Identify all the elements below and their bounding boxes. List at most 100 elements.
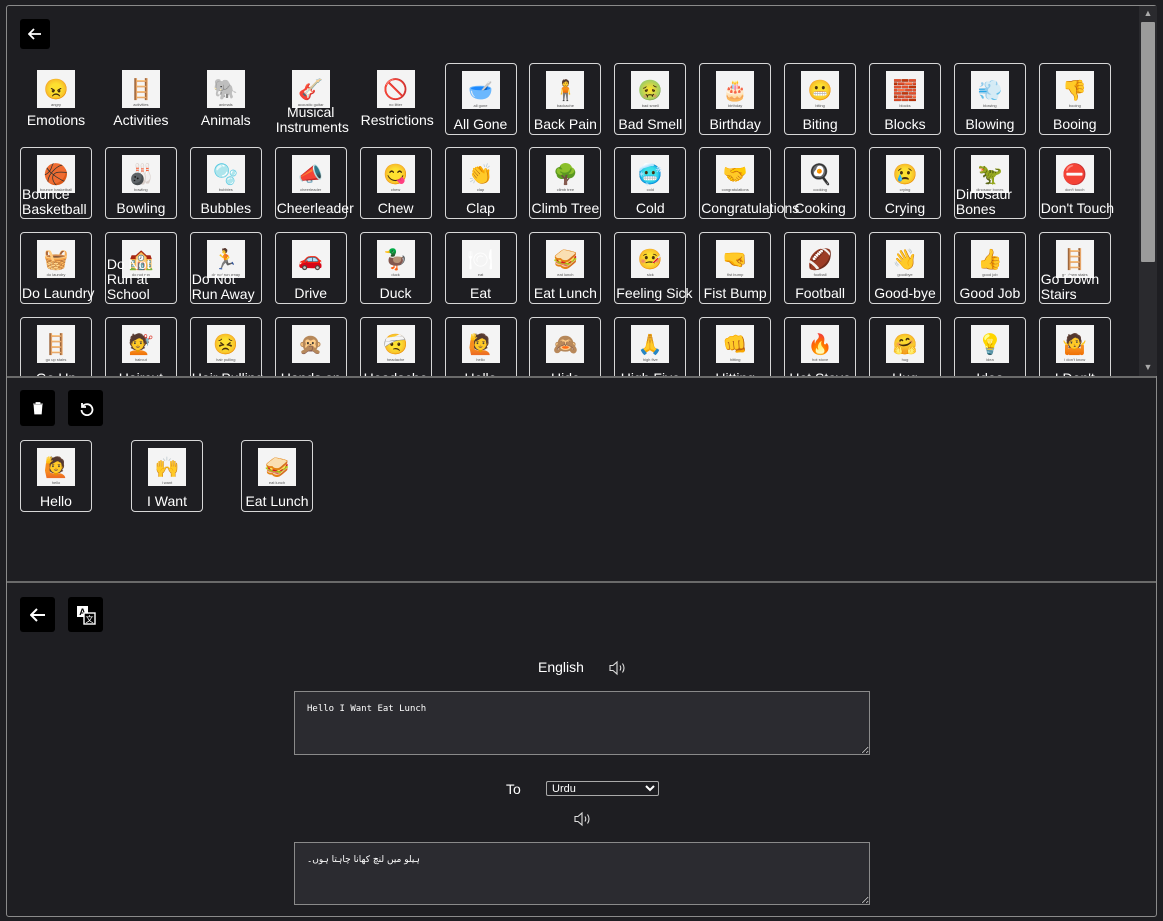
symbol-tile[interactable]: 👏 clap Clap — [444, 147, 517, 219]
symbol-icon: 🎸 — [298, 78, 324, 101]
symbol-tile[interactable]: 💨 blowing Blowing — [953, 63, 1026, 135]
target-text-area[interactable]: ہیلو میں لنچ کھانا چاہتا ہوں۔ — [294, 842, 870, 905]
symbol-tile[interactable]: 🤗hug Hug — [869, 317, 941, 376]
sentence-tile[interactable]: 🥪 eat lunch Eat Lunch — [241, 440, 313, 512]
scroll-thumb[interactable] — [1141, 22, 1155, 262]
symbol-tile[interactable]: 🧺 do laundry Do Laundry — [20, 232, 94, 304]
symbol-tile[interactable]: 🙈 Hide — [529, 317, 602, 376]
symbol-tile[interactable]: 🔥hot stove Hot Stove — [784, 317, 857, 376]
symbol-icon: 🚫 — [383, 78, 409, 101]
symbol-tile[interactable]: 📣 cheerleader Cheerleader — [274, 147, 354, 219]
symbol-tile[interactable]: 🚗 Drive — [274, 232, 347, 304]
symbol-caption: duck — [391, 272, 400, 277]
scroll-down-icon[interactable]: ▼ — [1143, 362, 1153, 372]
symbol-image: 🏫 do not run — [121, 240, 160, 278]
sentence-tile[interactable]: 🙌 i want I Want — [131, 440, 203, 512]
symbol-tile[interactable]: 👍 good job Good Job — [953, 232, 1026, 304]
symbol-icon: 🤷 — [1062, 333, 1088, 356]
symbol-tile[interactable]: 🎳 bowling Bowling — [104, 147, 177, 219]
symbol-tile[interactable]: 🪜 go down stairs Go Down Stairs — [1038, 232, 1111, 304]
symbol-tile[interactable]: 💇haircut Haircut — [104, 317, 177, 376]
symbol-caption: bubbles — [218, 187, 233, 192]
symbol-tile[interactable]: 🤢 bad smell Bad Smell — [614, 63, 687, 135]
symbol-icon: 🤕 — [383, 333, 409, 356]
category-tile[interactable]: 🪜 activities Activities — [105, 63, 177, 135]
symbol-image: 🙋 hello — [37, 448, 75, 486]
symbol-tile[interactable]: 😢 crying Crying — [869, 147, 941, 219]
symbol-icon: 🧍 — [552, 79, 578, 102]
symbol-tile[interactable]: 🎂 birthday Birthday — [699, 63, 772, 135]
symbol-caption: bad smell — [641, 103, 659, 108]
symbol-tile[interactable]: 🙋hello Hello — [444, 317, 517, 377]
arrow-left-icon — [29, 607, 45, 622]
symbol-icon: 🚗 — [298, 248, 324, 271]
symbol-tile[interactable]: ⛔ don't touch Don't Touch — [1038, 147, 1114, 219]
symbol-caption: high five — [642, 357, 658, 362]
tile-label: Congratulations — [701, 200, 800, 216]
symbol-tile[interactable]: 🦖 dinosaur bones Dinosaur Bones — [953, 147, 1026, 219]
source-text-area[interactable]: Hello I Want Eat Lunch — [294, 691, 870, 755]
symbol-tile[interactable]: 👎 booing Booing — [1038, 63, 1111, 135]
speak-source-button[interactable] — [608, 660, 628, 676]
symbol-tile[interactable]: 🙊 Hands on — [274, 317, 347, 377]
symbol-tile[interactable]: 🪜go up stairs Go Up — [20, 317, 92, 376]
symbol-tile[interactable]: 🍽 eat Eat — [444, 232, 517, 304]
symbol-tile[interactable]: 🥪 eat lunch Eat Lunch — [529, 232, 602, 304]
undo-button[interactable] — [68, 390, 103, 426]
symbol-tile[interactable]: 🏀 bounce basketball Bounce Basketball — [20, 147, 92, 219]
symbol-image: 🧍 backache — [546, 71, 585, 109]
vocabulary-scrollbar[interactable]: ▲ ▼ — [1139, 6, 1157, 376]
symbol-tile[interactable]: 😬 biting Biting — [784, 63, 857, 135]
symbol-tile[interactable]: 🏈 football Football — [784, 232, 857, 304]
arrow-left-icon — [28, 28, 41, 40]
symbol-tile[interactable]: 😣hair pulling Hair Pulling — [189, 317, 263, 376]
category-tile[interactable]: 🎸 acoustic guitar Musical Instruments — [275, 63, 349, 135]
category-tile[interactable]: 🚫 no litter Restrictions — [360, 63, 434, 135]
delete-button[interactable] — [20, 390, 55, 426]
symbol-tile[interactable]: 🤜 fist bump Fist Bump — [699, 232, 772, 304]
symbol-tile[interactable]: 🧍 backache Back Pain — [529, 63, 602, 135]
sentence-tile[interactable]: 🙋 hello Hello — [20, 440, 92, 512]
symbol-tile[interactable]: 🤒 sick Feeling Sick — [614, 232, 693, 304]
symbol-tile[interactable]: 🤝 congratulations Congratulations — [699, 147, 800, 219]
symbol-caption: blowing — [983, 103, 997, 108]
symbol-icon: 😬 — [807, 79, 833, 102]
symbol-tile[interactable]: 🍳 cooking Cooking — [784, 147, 857, 219]
symbol-tile[interactable]: 👋 goodbye Good-bye — [869, 232, 941, 304]
back-button[interactable] — [20, 19, 50, 49]
translate-button[interactable]: A 文 — [68, 597, 103, 632]
symbol-tile[interactable]: 😋 chew Chew — [359, 147, 432, 219]
symbol-image: 🪜 activities — [121, 70, 160, 108]
speak-target-button[interactable] — [573, 811, 593, 827]
symbol-tile[interactable]: 🤷i don't know I Don't — [1038, 317, 1111, 376]
symbol-tile[interactable]: 🦆 duck Duck — [359, 232, 432, 304]
scroll-up-icon[interactable]: ▲ — [1143, 8, 1153, 18]
symbol-tile[interactable]: 🥣 all gone All Gone — [444, 63, 517, 135]
symbol-tile[interactable]: 🧱 blocks Blocks — [869, 63, 941, 135]
symbol-tile[interactable]: 👊hitting Hitting — [699, 317, 772, 376]
symbol-caption: hitting — [729, 357, 741, 362]
symbol-tile[interactable]: 🥶 cold Cold — [614, 147, 687, 219]
symbol-tile[interactable]: 🏫 do not run Do Not Run at School — [104, 232, 177, 304]
symbol-icon: 🥪 — [552, 248, 578, 271]
category-tile[interactable]: 😠 angry Emotions — [20, 63, 92, 135]
symbol-tile[interactable]: 🤕headache Headache — [359, 317, 432, 376]
symbol-tile[interactable]: 🙏high five High Five — [614, 317, 687, 376]
symbol-tile[interactable]: 🏃 do not run away Do Not Run Away — [189, 232, 262, 304]
symbol-caption: booing — [1068, 103, 1081, 108]
target-language-select[interactable]: Urdu — [546, 781, 659, 796]
category-tile[interactable]: 🐘 animals Animals — [190, 63, 262, 135]
symbol-tile[interactable]: 🫧 bubbles Bubbles — [189, 147, 262, 219]
symbol-tile[interactable]: 🌳 climb tree Climb Tree — [529, 147, 602, 219]
source-language-label: English — [538, 659, 584, 675]
back-button-translate[interactable] — [20, 597, 55, 632]
symbol-caption: climb tree — [556, 187, 575, 192]
symbol-image: 👊 hitting — [716, 325, 755, 363]
symbol-icon: 🏈 — [807, 248, 833, 271]
tile-label: Hello — [447, 371, 515, 377]
symbol-caption: cold — [646, 187, 654, 192]
tile-label: Hands on — [277, 371, 345, 377]
symbol-tile[interactable]: 💡idea Idea — [953, 317, 1026, 376]
symbol-icon: 🪜 — [128, 78, 154, 101]
symbol-icon: 😠 — [43, 78, 69, 101]
